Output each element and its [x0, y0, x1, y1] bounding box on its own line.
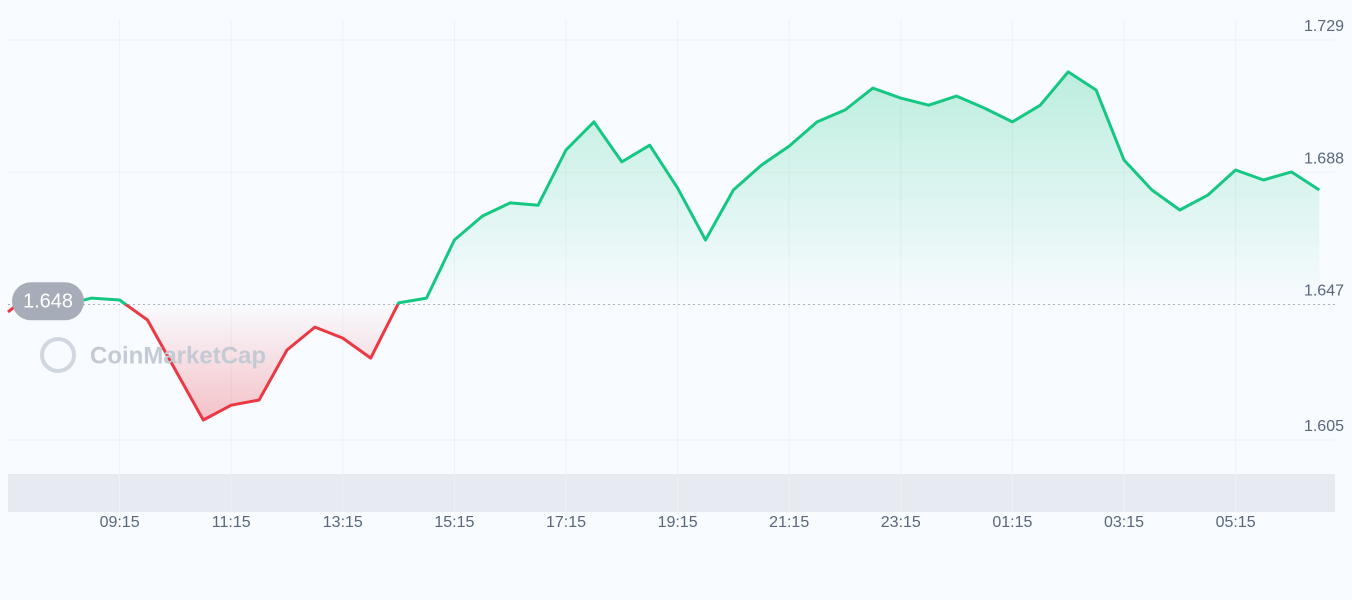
volume-strip [8, 474, 1335, 512]
x-tick-label: 05:15 [1216, 514, 1256, 531]
x-tick-label: 13:15 [323, 514, 363, 531]
y-tick-label: 1.729 [1304, 18, 1344, 35]
watermark-logo [40, 337, 76, 373]
y-tick-label: 1.605 [1304, 418, 1344, 435]
x-tick-label: 01:15 [992, 514, 1032, 531]
x-tick-label: 15:15 [434, 514, 474, 531]
x-tick-label: 03:15 [1104, 514, 1144, 531]
price-badge [12, 282, 84, 321]
y-tick-label: 1.647 [1304, 283, 1344, 300]
x-tick-label: 17:15 [546, 514, 586, 531]
x-tick-label: 09:15 [100, 514, 140, 531]
x-tick-label: 19:15 [658, 514, 698, 531]
x-tick-label: 11:15 [212, 514, 251, 531]
area [8, 71, 1320, 421]
watermark: CoinMarketCap [90, 342, 266, 369]
y-tick-label: 1.688 [1304, 150, 1344, 167]
price-line [7, 70, 1321, 422]
x-tick-label: 21:15 [769, 514, 809, 531]
x-tick-label: 23:15 [881, 514, 921, 531]
price-badge-label: 1.648 [23, 291, 73, 313]
